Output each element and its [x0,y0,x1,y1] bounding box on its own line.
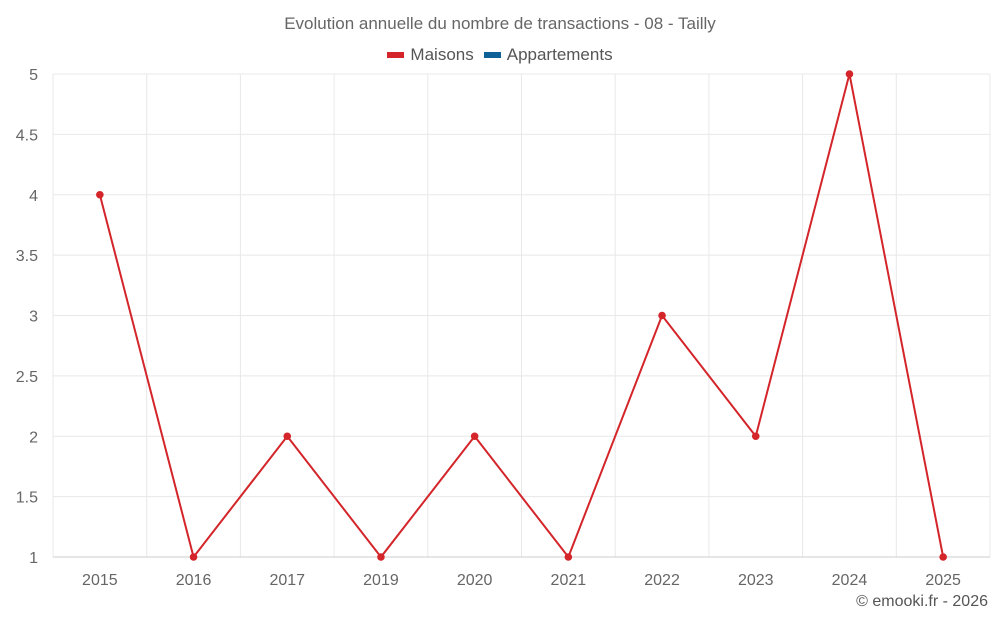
data-point [939,553,947,561]
y-tick-label: 4 [29,188,38,205]
data-point [564,553,573,561]
x-tick-label: 2022 [644,572,680,589]
y-tick-label: 3.5 [16,248,38,265]
data-point [96,190,104,199]
x-tick-label: 2017 [269,572,305,589]
data-point [751,432,760,441]
x-tick-label: 2015 [82,572,118,589]
data-point [377,553,385,561]
data-point [470,432,479,441]
x-tick-label: 2019 [363,572,399,589]
legend: Maisons Appartements [0,45,1000,65]
legend-item-appartements[interactable]: Appartements [483,45,613,65]
y-tick-label: 1 [29,550,38,567]
data-point [658,311,666,320]
series-line-maisons [98,73,945,560]
y-tick-label: 5 [29,67,38,84]
legend-label-appartements: Appartements [506,45,613,64]
x-tick-label: 2021 [551,572,587,589]
legend-swatch-appartements [483,52,501,58]
legend-label-maisons: Maisons [410,45,474,64]
y-tick-label: 2 [29,429,38,446]
legend-swatch-maisons [387,52,405,58]
legend-item-maisons[interactable]: Maisons [387,45,474,65]
chart-title: Evolution annuelle du nombre de transact… [284,14,716,33]
x-tick-label: 2025 [925,572,961,589]
x-tick-label: 2016 [176,572,212,589]
y-tick-label: 4.5 [16,127,38,144]
y-tick-label: 1.5 [16,490,38,507]
x-tick-label: 2024 [832,572,868,589]
copyright-credit: © emooki.fr - 2026 [856,593,988,610]
data-point [845,70,854,78]
x-tick-label: 2020 [457,572,493,589]
data-point [189,553,198,561]
y-tick-label: 3 [29,309,38,326]
data-point [283,432,292,441]
y-tick-label: 2.5 [16,369,38,386]
x-tick-label: 2023 [738,572,774,589]
